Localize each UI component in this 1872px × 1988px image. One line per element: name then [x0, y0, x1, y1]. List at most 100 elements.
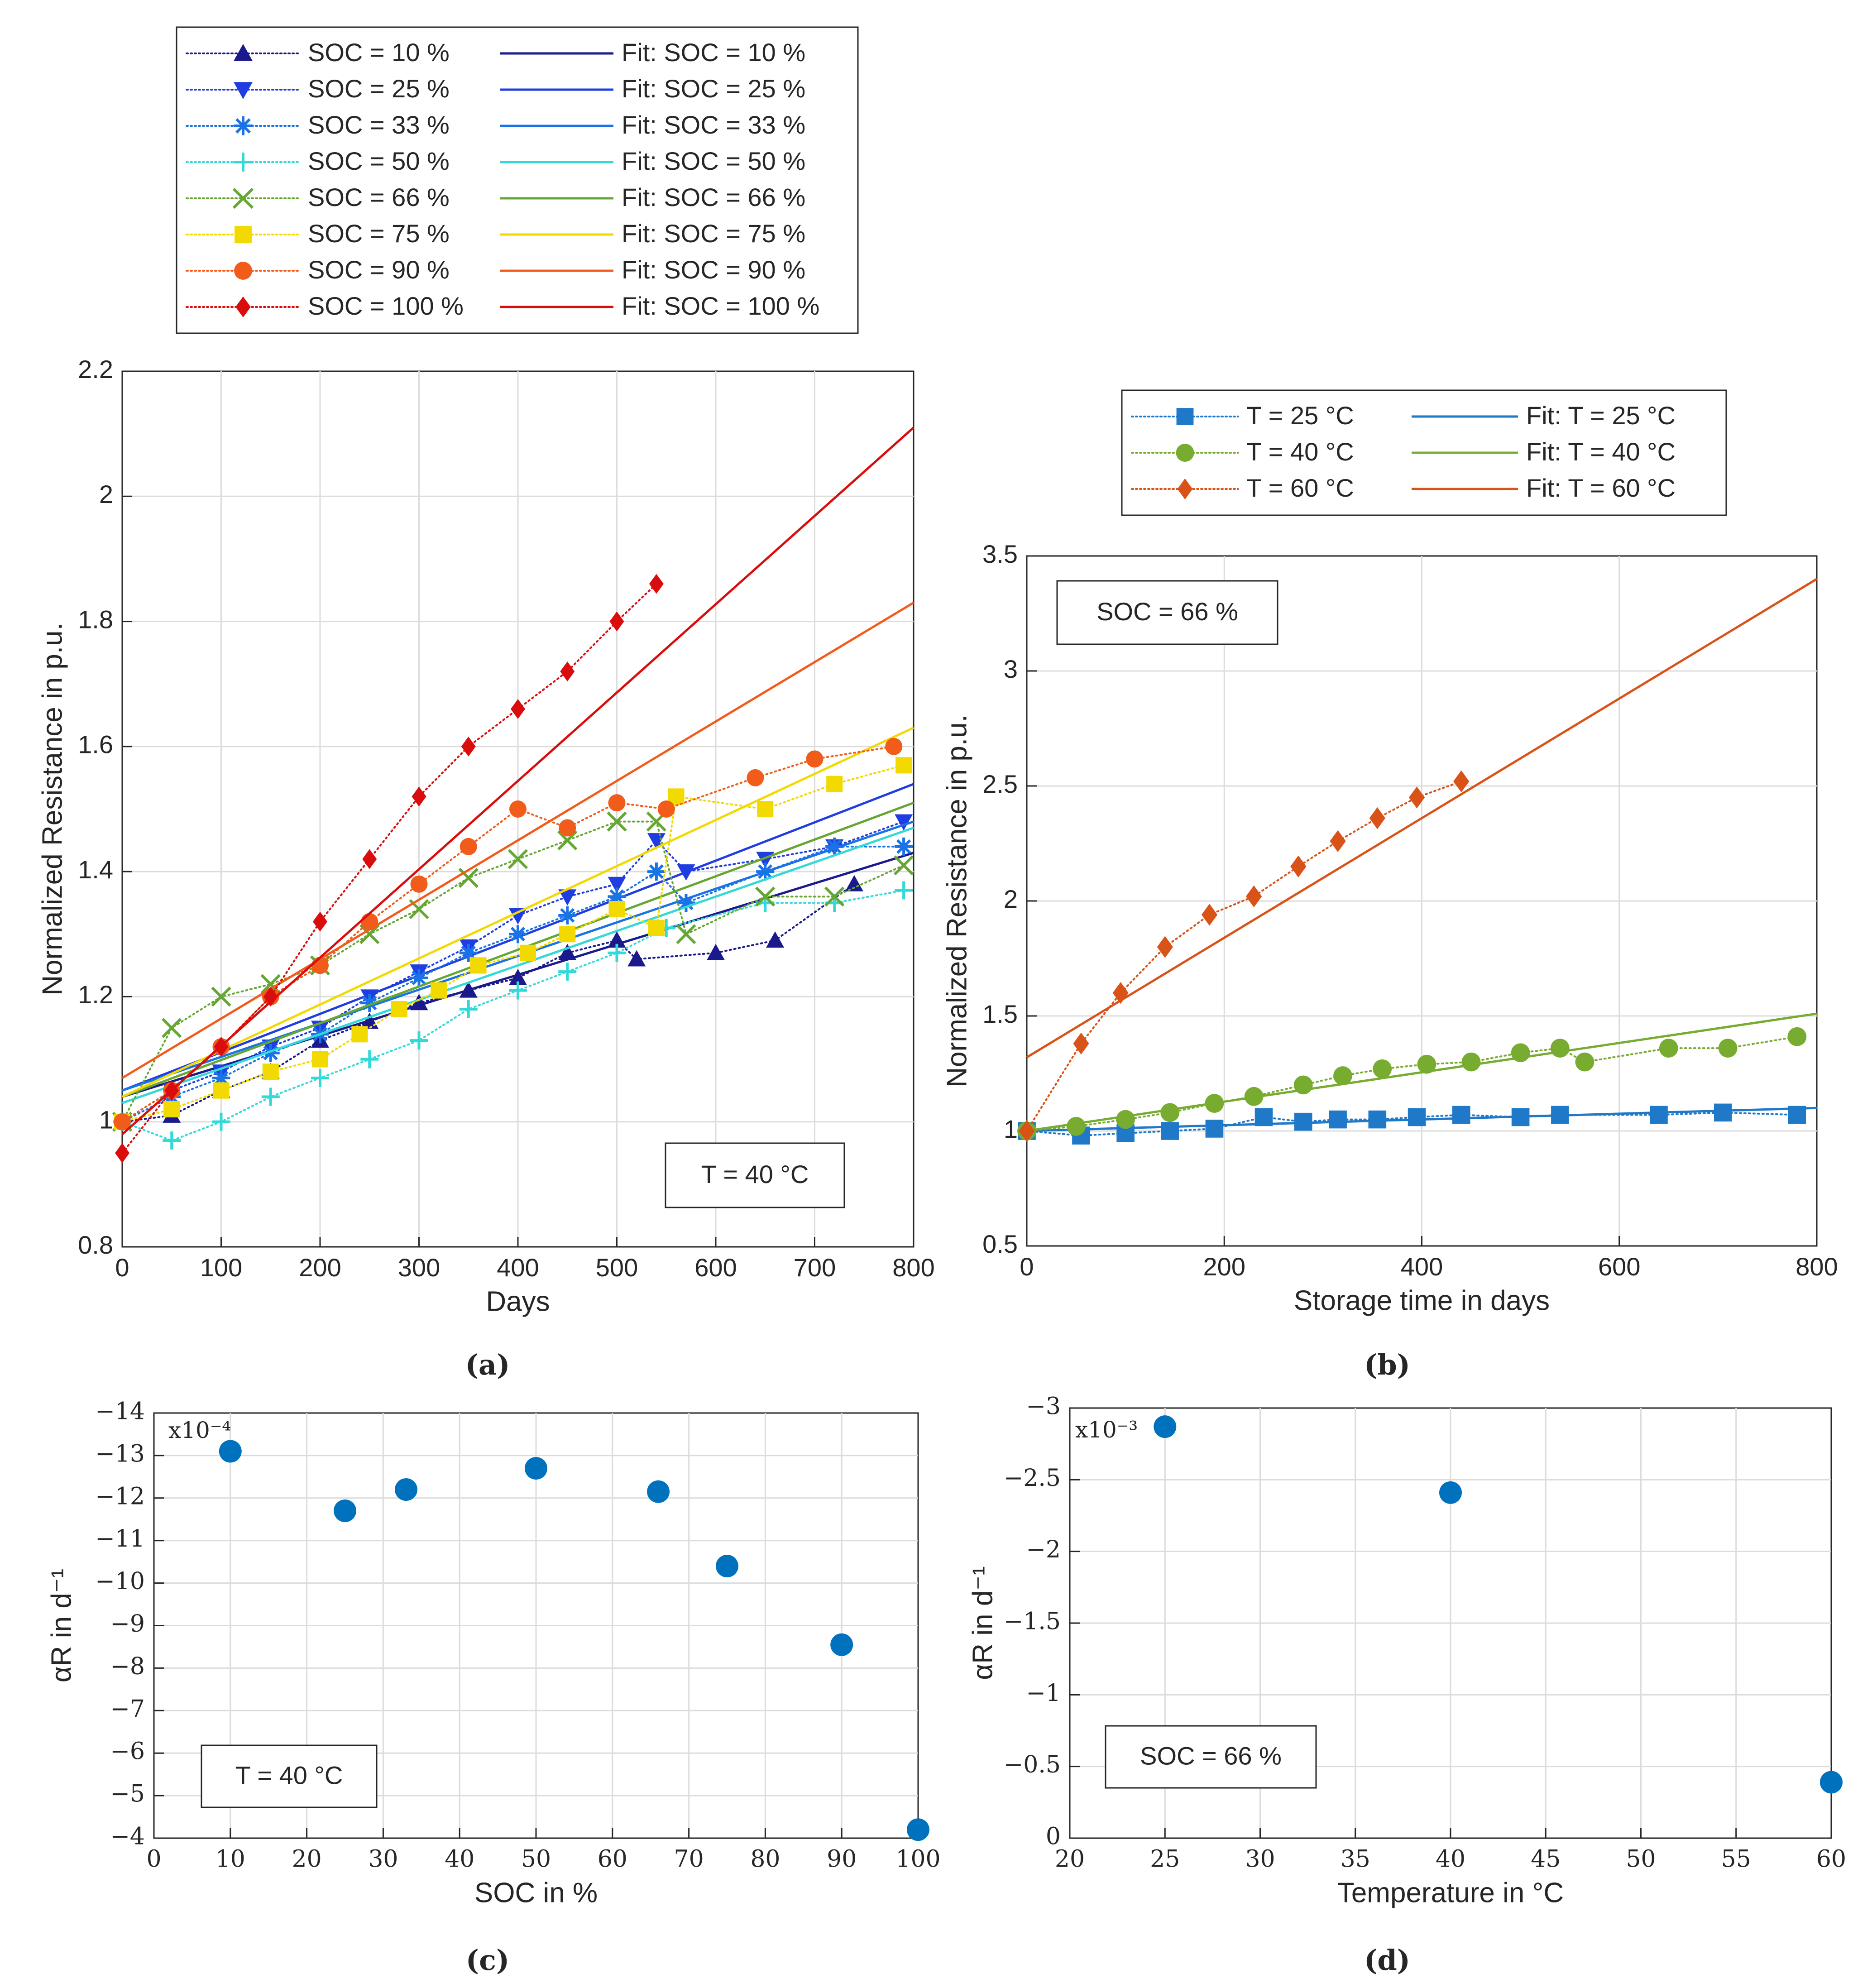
series-2 [1017, 1012, 1817, 1140]
legend-label: SOC = 90 % [308, 255, 450, 284]
series-3 [1019, 578, 1818, 1142]
y-tick-label: −6 [110, 1738, 145, 1765]
data-point [824, 886, 845, 907]
legend-label: SOC = 75 % [308, 219, 450, 248]
y-tick-label: 2 [1004, 885, 1018, 913]
data-point [212, 1112, 230, 1131]
data-point [395, 1478, 418, 1501]
legend-fit-label: Fit: SOC = 75 % [622, 219, 805, 248]
data-point [1154, 1415, 1177, 1438]
x-tick-label: 35 [1341, 1846, 1370, 1873]
panel-label: (b) [1364, 1348, 1410, 1381]
data-point [410, 875, 428, 893]
y-tick-label: 2 [99, 480, 113, 508]
data-point [212, 1069, 230, 1087]
legend-fit-label: Fit: SOC = 33 % [622, 110, 805, 139]
legend-label: T = 25 °C [1246, 401, 1354, 430]
x-tick-label: 300 [398, 1253, 440, 1282]
annotation-box [1056, 580, 1278, 645]
data-point [1293, 1075, 1313, 1095]
data-point [608, 931, 626, 948]
data-point [627, 950, 646, 967]
data-point [1157, 936, 1173, 958]
data-point [716, 1555, 738, 1578]
legend-fit-label: Fit: SOC = 10 % [622, 38, 805, 67]
data-point [1417, 1054, 1436, 1074]
data-point [558, 963, 577, 981]
y-tick-label: −1 [1026, 1680, 1061, 1707]
legend-box [176, 26, 859, 334]
y-axis-label: αR in d⁻¹ [46, 1569, 77, 1682]
fit-line [122, 827, 914, 1104]
x-axis-label: Temperature in °C [1337, 1877, 1564, 1908]
data-point [410, 968, 428, 987]
legend-label: SOC = 25 % [308, 74, 450, 103]
y-tick-label: −8 [110, 1653, 145, 1680]
x-tick-label: 400 [497, 1253, 539, 1282]
y-tick-label: 3 [1004, 655, 1018, 683]
legend-marker [232, 187, 254, 209]
data-point [1073, 1032, 1089, 1055]
annotation-box [1105, 1725, 1317, 1789]
data-point [213, 1082, 230, 1099]
data-point [676, 924, 696, 944]
data-point [1575, 1052, 1594, 1072]
y-tick-label: 3.5 [982, 540, 1018, 568]
y-tick-label: 0.5 [982, 1230, 1018, 1258]
fit-line [1026, 578, 1818, 1059]
data-point [519, 944, 536, 961]
data-point [1714, 1103, 1732, 1122]
data-point [558, 944, 577, 960]
panel-label: (a) [465, 1348, 510, 1381]
data-point [163, 1131, 181, 1150]
data-point [1161, 1122, 1179, 1140]
x-tick-label: 20 [292, 1846, 322, 1873]
data-point [1205, 1094, 1224, 1113]
fit-line [121, 601, 914, 1079]
annotation-text: SOC = 66 % [1140, 1741, 1282, 1770]
axis-multiplier: x10⁻⁴ [168, 1417, 231, 1443]
data-point [1439, 1481, 1462, 1504]
y-axis-label: αR in d⁻¹ [967, 1566, 998, 1680]
x-tick-label: 40 [445, 1846, 474, 1873]
x-tick-label: 200 [1203, 1252, 1245, 1281]
x-tick-label: 90 [827, 1846, 857, 1873]
data-point [707, 944, 725, 960]
data-point [410, 1031, 428, 1050]
y-tick-label: −2 [1026, 1536, 1061, 1563]
data-point [560, 661, 575, 682]
fit-line [121, 727, 914, 1098]
x-axis-label: Storage time in days [1294, 1285, 1550, 1316]
data-point [509, 925, 527, 944]
legend-fit-label: Fit: SOC = 25 % [622, 74, 805, 103]
data-point [1453, 770, 1470, 793]
data-point [647, 862, 665, 881]
legend-marker [234, 82, 253, 99]
data-point [361, 913, 378, 930]
data-point [1511, 1043, 1530, 1063]
data-point [261, 1044, 280, 1062]
data-point [263, 987, 278, 1007]
legend-fit-label: Fit: T = 40 °C [1526, 437, 1676, 466]
data-point [756, 862, 775, 881]
data-point [211, 987, 231, 1007]
data-line [121, 889, 905, 1142]
data-point [431, 982, 447, 999]
data-point [311, 1069, 329, 1087]
annotation-text: T = 40 °C [235, 1761, 343, 1789]
data-point [608, 887, 626, 906]
data-point [895, 757, 912, 774]
panel-d: 20 25 30 35 40 45 50 55 60 0 −0.5 −1 −1.5 −2 −2.5 −3 Tem… [967, 1393, 1846, 1977]
annotation-text: T = 40 °C [701, 1160, 809, 1188]
data-point [509, 800, 527, 818]
legend-label: T = 40 °C [1246, 437, 1354, 466]
legend-fit-label: Fit: T = 60 °C [1526, 474, 1676, 502]
data-point [825, 837, 844, 856]
data-point [1511, 1108, 1530, 1126]
data-point [1788, 1106, 1806, 1124]
data-point [458, 867, 479, 888]
x-tick-label: 600 [694, 1253, 737, 1282]
data-point [507, 849, 528, 869]
axis-multiplier: x10⁻³ [1075, 1417, 1138, 1443]
data-point [1244, 1087, 1264, 1106]
